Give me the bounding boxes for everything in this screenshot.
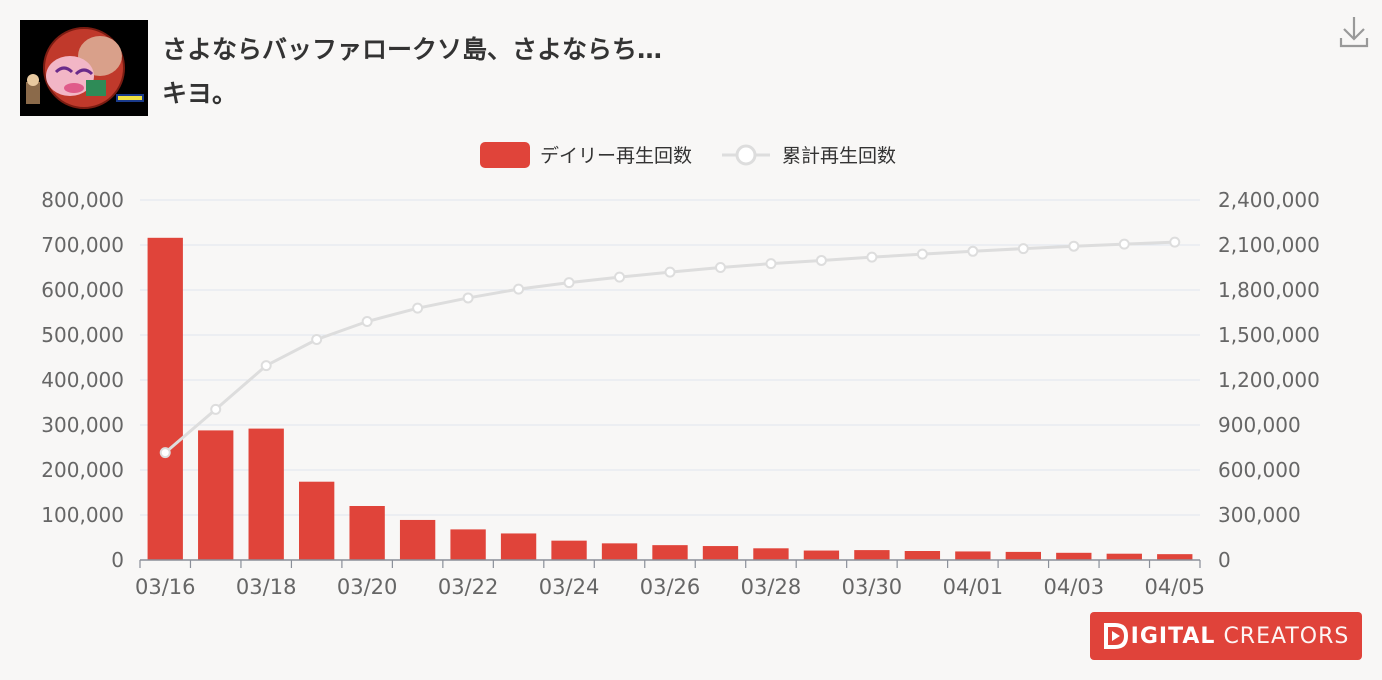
cumulative-views-point	[260, 360, 272, 372]
y-left-tick-label: 800,000	[41, 188, 124, 212]
download-icon[interactable]	[1338, 14, 1370, 50]
daily-views-bar	[1056, 552, 1092, 560]
daily-views-bar	[299, 481, 335, 560]
y-right-tick-label: 300,000	[1218, 503, 1301, 527]
x-tick-label: 04/01	[943, 575, 1004, 599]
daily-views-bar	[803, 550, 840, 560]
y-left-tick-label: 100,000	[41, 503, 124, 527]
daily-views-bar	[500, 533, 537, 560]
y-left-tick-label: 500,000	[41, 323, 124, 347]
y-right-tick-label: 2,400,000	[1218, 188, 1320, 212]
legend-bar-swatch	[480, 142, 530, 168]
y-right-tick-label: 900,000	[1218, 413, 1301, 437]
x-tick-label: 03/20	[337, 575, 398, 599]
cumulative-views-point	[513, 283, 525, 295]
cumulative-views-point	[361, 316, 373, 327]
daily-views-bar	[349, 506, 385, 560]
y-right-tick-label: 1,500,000	[1218, 323, 1320, 347]
daily-views-bar	[652, 545, 688, 560]
y-right-tick-label: 1,800,000	[1218, 278, 1320, 302]
video-title-line2[interactable]: キヨ。	[162, 79, 238, 108]
chart-axes: 0 0 100,000 300,000 200,000 600,000 300,000 900…	[41, 188, 1320, 599]
legend-line-marker	[735, 144, 757, 166]
daily-views-bar	[147, 237, 183, 561]
video-title: さよならバッファロークソ島、さよならち… キヨ。	[162, 28, 662, 116]
cumulative-views-point	[866, 251, 878, 263]
logo-text-light: CREATORS	[1223, 623, 1350, 649]
cumulative-views-point	[664, 266, 676, 278]
daily-views-bar	[248, 428, 284, 560]
x-tick-label: 03/28	[741, 575, 802, 599]
cumulative-views-point	[563, 277, 575, 289]
x-tick-label: 03/26	[640, 575, 701, 599]
y-left-tick-label: 200,000	[41, 458, 124, 482]
y-left-tick-label: 600,000	[41, 278, 124, 302]
y-left-tick-label: 300,000	[41, 413, 124, 437]
cumulative-views-line	[159, 236, 1181, 459]
x-tick-label: 03/18	[236, 575, 297, 599]
x-tick-label: 03/22	[438, 575, 499, 599]
legend-line-label: 累計再生回数	[782, 145, 896, 167]
video-title-line1[interactable]: さよならバッファロークソ島、さよならち…	[162, 35, 663, 64]
cumulative-views-point	[1017, 243, 1029, 255]
cumulative-views-point	[1068, 240, 1080, 252]
y-left-tick-label: 400,000	[41, 368, 124, 392]
y-right-tick-label: 1,200,000	[1218, 368, 1320, 392]
daily-views-bar	[955, 551, 991, 560]
y-right-tick-label: 2,100,000	[1218, 233, 1320, 257]
cumulative-views-point	[614, 271, 626, 283]
cumulative-views-point	[159, 447, 171, 459]
cumulative-views-point	[967, 245, 979, 257]
cumulative-views-point	[210, 403, 222, 415]
cumulative-views-point	[815, 254, 827, 266]
daily-views-bar	[1106, 553, 1142, 560]
play-d-icon	[1103, 623, 1128, 649]
daily-views-bar	[399, 519, 436, 560]
x-tick-label: 03/24	[539, 575, 600, 599]
daily-views-bar	[1005, 551, 1041, 560]
cumulative-views-point	[916, 248, 928, 260]
daily-views-bar	[450, 529, 486, 560]
y-right-tick-label: 600,000	[1218, 458, 1301, 482]
chart-legend[interactable]: デイリー再生回数 累計再生回数	[480, 142, 896, 168]
x-tick-label: 03/30	[842, 575, 903, 599]
legend-bar-label: デイリー再生回数	[540, 145, 692, 167]
cumulative-views-point	[412, 302, 424, 314]
logo-text-bold: IGITAL	[1130, 623, 1216, 649]
cumulative-views-point	[1118, 238, 1130, 250]
daily-views-bar	[551, 540, 587, 560]
x-tick-label: 04/03	[1044, 575, 1105, 599]
daily-views-bars	[147, 237, 1193, 561]
daily-views-bar	[198, 430, 234, 560]
x-tick-label: 04/05	[1144, 575, 1205, 599]
daily-views-bar	[702, 546, 739, 560]
thumbnail-art	[20, 20, 148, 116]
cumulative-views-point	[1169, 236, 1181, 248]
cumulative-views-point	[714, 262, 726, 273]
digital-creators-logo[interactable]: IGITAL CREATORS	[1090, 612, 1362, 660]
y-left-tick-label: 700,000	[41, 233, 124, 257]
daily-views-bar	[601, 543, 638, 560]
cumulative-views-point	[765, 258, 777, 270]
video-thumbnail[interactable]	[20, 20, 148, 116]
cumulative-views-point	[462, 292, 474, 304]
daily-views-bar	[854, 550, 890, 560]
x-tick-label: 03/16	[135, 575, 196, 599]
daily-views-bar	[904, 551, 941, 560]
daily-views-bar	[1157, 554, 1193, 560]
y-right-tick-label: 0	[1218, 548, 1231, 572]
daily-views-bar	[753, 548, 789, 560]
y-left-tick-label: 0	[111, 548, 124, 572]
cumulative-views-point	[311, 334, 323, 345]
